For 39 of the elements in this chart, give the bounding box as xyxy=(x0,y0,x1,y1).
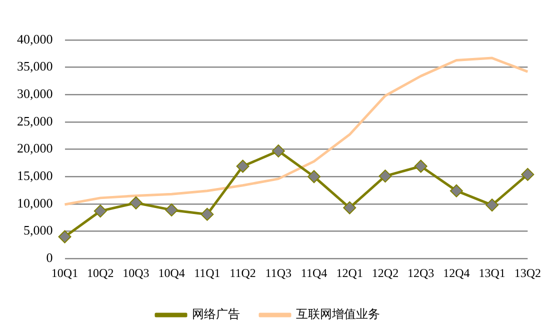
y-tick-label: 5,000 xyxy=(24,222,53,238)
x-tick-label: 13Q2 xyxy=(514,266,542,280)
point xyxy=(58,230,72,244)
x-tick-label: 11Q3 xyxy=(265,266,292,280)
y-tick-label: 10,000 xyxy=(17,195,53,210)
y-tick-label: 25,000 xyxy=(17,113,53,128)
y-tick-label: 30,000 xyxy=(17,86,53,102)
x-tick-label: 10Q2 xyxy=(87,266,114,280)
point xyxy=(94,204,107,218)
y-tick-label: 35,000 xyxy=(17,58,53,74)
point xyxy=(129,196,142,210)
point xyxy=(414,160,428,173)
point xyxy=(272,144,285,158)
x-tick-label: 12Q1 xyxy=(336,266,363,280)
point xyxy=(378,170,392,183)
y-tick-label: 0 xyxy=(46,250,53,266)
x-tick-label: 11Q4 xyxy=(300,266,328,280)
x-tick-label: 12Q4 xyxy=(443,266,470,280)
legend-label: 互联网增值业务 xyxy=(296,307,380,322)
point xyxy=(200,208,214,221)
y-tick-label: 15,000 xyxy=(17,168,53,184)
x-tick-label: 12Q3 xyxy=(408,266,434,280)
point xyxy=(486,198,499,212)
point xyxy=(521,168,534,181)
x-tick-label: 11Q1 xyxy=(194,266,220,280)
x-tick-label: 10Q3 xyxy=(122,266,150,280)
x-tick-label: 10Q1 xyxy=(51,266,78,280)
point xyxy=(165,203,178,216)
point xyxy=(236,160,250,173)
point xyxy=(450,184,463,198)
x-tick-label: 11Q2 xyxy=(230,266,256,280)
x-tick-label: 13Q1 xyxy=(478,266,506,280)
legend-label: 网络广告 xyxy=(192,307,240,322)
point xyxy=(343,201,356,214)
point xyxy=(308,170,321,184)
x-tick-label: 10Q4 xyxy=(158,266,185,280)
x-tick-label: 12Q2 xyxy=(372,266,399,280)
y-tick-label: 20,000 xyxy=(17,140,53,156)
y-tick-label: 40,000 xyxy=(17,31,53,46)
